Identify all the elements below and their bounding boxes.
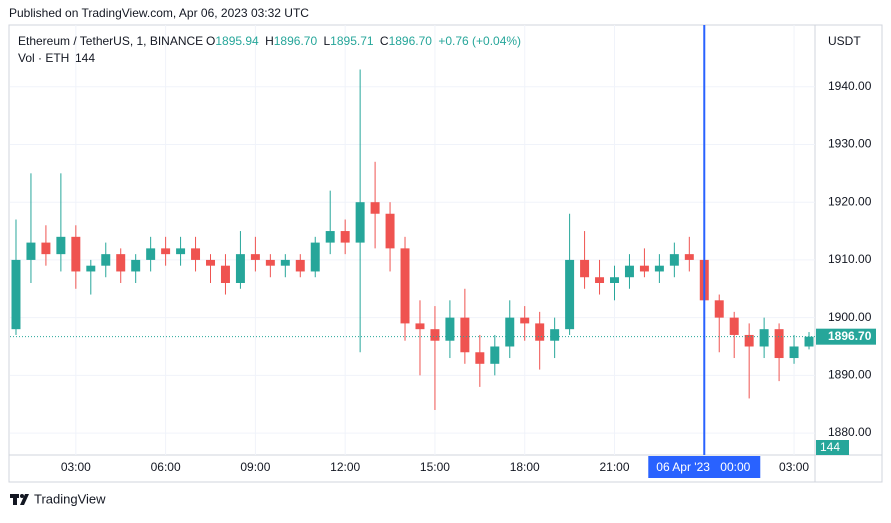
crosshair-badge [648,456,761,478]
x-tick-label: 18:00 [510,460,540,474]
c-label: C [380,34,389,48]
candle-body [11,259,21,330]
last-price-label: 1896.70 [828,329,872,343]
l-label: L [323,34,330,48]
candle-body [131,259,141,272]
candle-body [310,242,320,272]
candle-body [565,259,575,330]
candle-body [191,248,201,260]
candle-body [86,265,96,272]
x-tick-label: 12:00 [330,460,360,474]
candle-body [624,265,634,278]
chart-frame [8,24,883,483]
candle-body [176,248,186,255]
candle-body [280,259,290,266]
candle-body [610,277,619,283]
h-value: 1896.70 [274,34,318,48]
y-tick-label: 1900.00 [828,310,872,324]
x-tick-label: 03:00 [61,460,91,474]
symbol: Ethereum / TetherUS, 1, BINANCE [18,34,203,48]
candle-body [235,254,245,283]
candle-body [639,265,649,272]
candle-body [460,317,470,353]
y-tick-label: 1890.00 [828,368,872,382]
candle-body [475,352,485,364]
candle-body [684,254,694,260]
candle-body [580,259,590,278]
o-label: O [206,34,215,48]
footer-logo [10,494,29,505]
o-value: 1895.94 [215,34,259,48]
last-price-badge [816,328,876,345]
candle-body [116,254,126,272]
candle-body [714,300,724,318]
candle-body [729,317,739,335]
vol-badge-text: 144 [820,440,840,454]
candle-body [759,329,769,347]
candle-body [385,213,395,249]
y-tick-label: 1910.00 [828,252,872,266]
candle-body [550,329,560,341]
candle-body [250,254,260,260]
candle-body [26,242,36,260]
c-value: 1896.70 [389,34,433,48]
candle-body [295,259,305,272]
change: +0.76 (+0.04%) [438,34,521,48]
candle-body [146,248,156,260]
candle-body [206,259,215,266]
candle-body [535,323,545,341]
candle-body [520,317,530,324]
candle-body [355,202,365,243]
x-tick-label: 21:00 [599,460,629,474]
candle-body [804,336,814,347]
plot [10,25,815,455]
candle-body [325,231,335,243]
legend: Ethereum / TetherUS, 1, BINANCE O1895.94… [18,34,521,65]
candle-body [41,242,51,255]
candle-body [669,254,679,266]
candle-body [490,346,500,364]
candle-body [71,236,81,272]
published: Published on TradingView.com, Apr 06, 20… [9,6,309,20]
candle-body [56,236,66,255]
candle-body [789,346,799,359]
candle-body [370,202,380,214]
y-tick-label: 1920.00 [828,194,872,208]
l-value: 1895.71 [330,34,374,48]
vol-value: 144 [75,51,95,65]
crosshair-date: 06 Apr '23 [656,460,710,474]
y-tick-label: 1940.00 [828,79,872,93]
candle-body [265,259,275,266]
vol-label: Vol · ETH [18,51,69,65]
y-tick-label: 1930.00 [828,137,872,151]
x-tick-label: 09:00 [240,460,270,474]
candle-body [654,265,664,272]
candle-body [595,277,605,283]
candle-body [415,323,425,330]
candle-body [220,265,230,283]
currency: USDT [828,34,861,48]
candle-body [430,329,440,341]
x-tick-label: 15:00 [420,460,450,474]
candle-body [400,248,410,324]
vol-badge [816,440,849,455]
h-label: H [265,34,274,48]
ohlc: O1895.94 H1896.70 L1895.71 C1896.70 +0.7… [206,34,521,48]
candle-body [340,231,350,243]
x-tick-label: 03:00 [779,460,809,474]
crosshair-time: 00:00 [720,460,750,474]
candle-body [445,317,455,341]
x-tick-label: 06:00 [151,460,181,474]
candle-body [505,317,515,347]
candle-body [161,248,171,255]
candle-body [744,334,754,347]
candle-body [774,329,784,359]
footer-brand: TradingView [34,491,106,506]
y-tick-label: 1880.00 [828,425,872,439]
candle-body [101,254,111,266]
